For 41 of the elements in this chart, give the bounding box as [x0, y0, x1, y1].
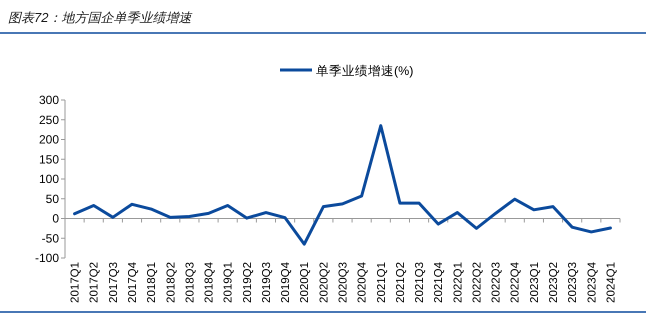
x-tick-label: 2020Q2	[318, 262, 330, 303]
x-tick-label: 2019Q4	[280, 261, 292, 303]
y-tick-label: 150	[38, 152, 60, 166]
x-tick-label: 2017Q2	[88, 262, 101, 303]
x-tick-label: 2019Q3	[260, 262, 273, 303]
line-series	[73, 124, 612, 246]
y-tick-label: 0	[52, 212, 60, 226]
chart-title: 图表72：地方国企单季业绩增速	[8, 10, 192, 25]
x-tick-label: 2023Q2	[548, 262, 560, 303]
x-tick-label: 2022Q4	[510, 261, 522, 303]
x-tick-label: 2018Q1	[146, 262, 158, 303]
x-tick-label: 2021Q4	[433, 261, 446, 303]
x-tick-label: 2019Q2	[242, 262, 254, 303]
y-tick-label: 100	[38, 172, 60, 186]
y-tick-label: 50	[46, 192, 60, 206]
x-tick-label: 2018Q3	[184, 262, 196, 303]
x-tick-label: 2020Q4	[356, 261, 369, 303]
x-tick-label: 2019Q1	[222, 262, 235, 303]
x-tick-label: 2017Q3	[108, 262, 120, 303]
y-tick-label: 250	[38, 112, 60, 127]
x-tick-label: 2018Q4	[204, 261, 216, 303]
x-tick-label: 2017Q4	[126, 261, 139, 303]
x-tick-label: 2021Q1	[376, 262, 388, 303]
x-tick-label: 2020Q1	[299, 262, 312, 303]
x-tick-label: 2024Q1	[605, 262, 618, 303]
legend-label: 单季业绩增速(%)	[316, 64, 414, 78]
x-tick-label: 2021Q3	[414, 262, 426, 303]
x-tick-label: 2022Q3	[490, 262, 503, 303]
x-tick-label: 2023Q4	[586, 261, 598, 303]
y-tick-label: -50	[42, 231, 60, 246]
x-tick-label: 2023Q1	[528, 262, 541, 303]
x-tick-label: 2022Q2	[471, 262, 484, 303]
x-tick-label: 2018Q2	[165, 262, 178, 303]
y-tick-label: 200	[38, 132, 60, 146]
x-tick-label: 2022Q1	[452, 262, 464, 303]
x-tick-label: 2017Q1	[70, 262, 82, 303]
y-tick-label: -100	[34, 251, 60, 265]
y-tick-label: 300	[38, 93, 60, 107]
x-tick-label: 2023Q3	[567, 262, 580, 303]
x-tick-label: 2020Q3	[338, 262, 350, 303]
x-tick-label: 2021Q2	[394, 262, 407, 303]
